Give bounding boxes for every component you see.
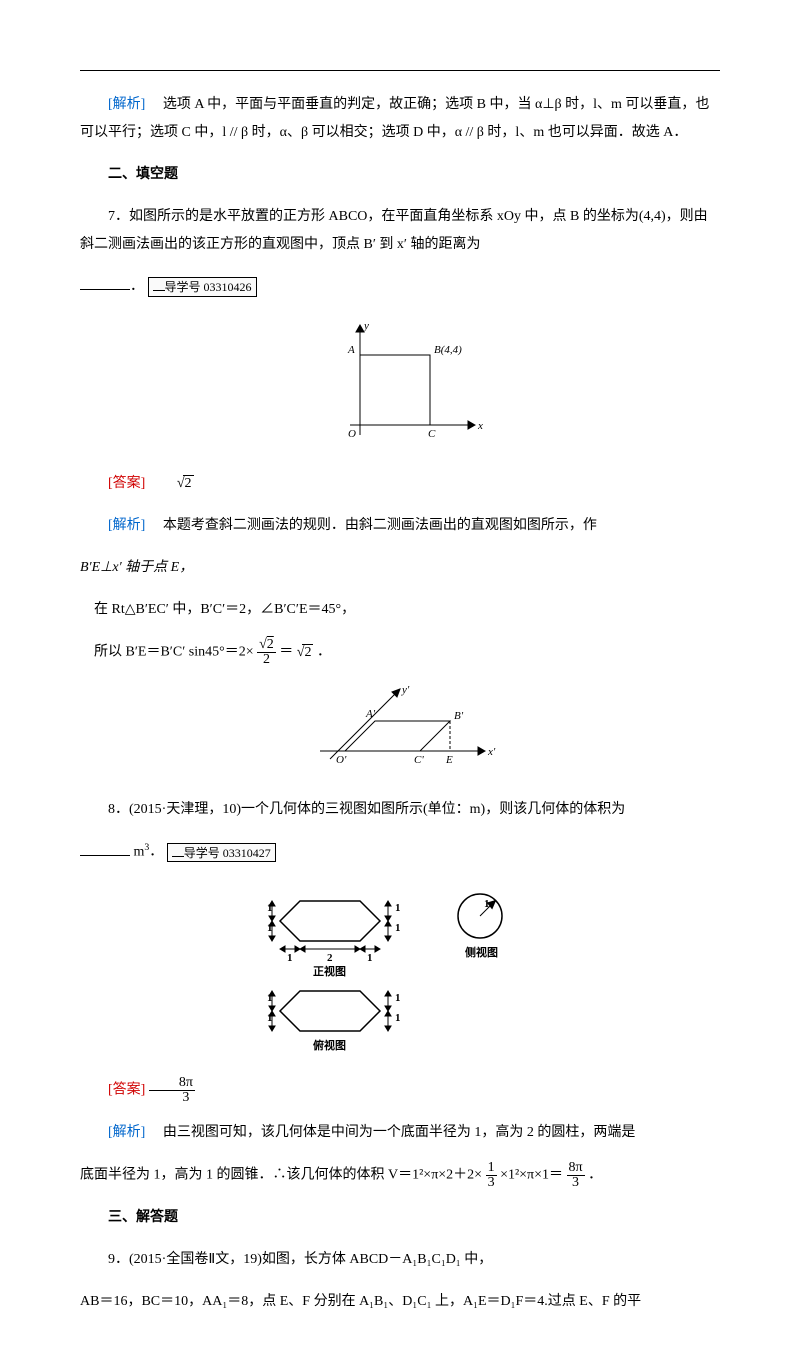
top-rule xyxy=(80,70,720,71)
label-analysis: [解析] xyxy=(108,1125,145,1140)
svg-text:1: 1 xyxy=(267,1012,273,1024)
q9-line2: AB＝16，BC＝10，AA₁＝8，点 E、F 分别在 A₁B₁、D₁C₁ 上，… xyxy=(80,1288,720,1316)
svg-text:1: 1 xyxy=(484,898,490,910)
q7-analysis-1: [解析] 本题考查斜二测画法的规则．由斜二测画法画出的直观图如图所示，作 xyxy=(80,512,720,540)
svg-text:B(4,4): B(4,4) xyxy=(434,344,462,356)
section-2-text: 二、填空题 xyxy=(108,167,178,182)
svg-text:A': A' xyxy=(365,708,376,720)
svg-text:B': B' xyxy=(454,710,464,722)
q8-analysis-2: 底面半径为 1，高为 1 的圆锥．∴该几何体的体积 V＝1²×π×2＋2× 13… xyxy=(80,1161,720,1190)
svg-text:C: C xyxy=(428,428,436,440)
q8-blank-line: m3． 导学号 03310427 xyxy=(80,838,720,867)
q7-answer: [答案] √2 xyxy=(80,470,720,498)
svg-text:2: 2 xyxy=(327,952,333,964)
svg-text:O': O' xyxy=(336,754,347,766)
q8-text: 8．(2015·天津理，10)一个几何体的三视图如图所示(单位：m)，则该几何体… xyxy=(108,802,625,817)
svg-text:1: 1 xyxy=(267,992,273,1004)
svg-text:正视图: 正视图 xyxy=(313,964,346,978)
svg-text:1: 1 xyxy=(395,922,401,934)
label-analysis: [解析] xyxy=(108,97,145,112)
svg-text:1: 1 xyxy=(395,992,401,1004)
svg-text:1: 1 xyxy=(267,902,273,914)
svg-text:1: 1 xyxy=(395,1012,401,1024)
svg-text:1: 1 xyxy=(395,902,401,914)
q9-line1: 9．(2015·全国卷Ⅱ文，19)如图，长方体 ABCD－A₁B₁C₁D₁ 中， xyxy=(80,1246,720,1274)
q8-analysis-1: [解析] 由三视图可知，该几何体是中间为一个底面半径为 1，高为 2 的圆柱，两… xyxy=(80,1119,720,1147)
q8-answer: [答案] 8π3 xyxy=(80,1076,720,1105)
q7-analysis-3: 在 Rt△B′EC′ 中，B′C′＝2，∠B′C′E＝45°， xyxy=(80,596,720,624)
q7-figure-1: A B(4,4) O C x y xyxy=(80,315,720,456)
q8-figure: 1 1 1 1 1 2 1 正视图 1 侧视图 xyxy=(80,881,720,1062)
q6-analysis: [解析] 选项 A 中，平面与平面垂直的判定，故正确；选项 B 中，当 α⊥β … xyxy=(80,91,720,147)
svg-text:y': y' xyxy=(401,684,410,696)
svg-text:A: A xyxy=(347,344,355,356)
svg-text:俯视图: 俯视图 xyxy=(313,1038,346,1051)
q6-analysis-text: 选项 A 中，平面与平面垂直的判定，故正确；选项 B 中，当 α⊥β 时，l、m… xyxy=(80,97,709,140)
xuehao-box[interactable]: 导学号 03310426 xyxy=(148,277,257,297)
svg-text:y: y xyxy=(363,320,369,332)
label-answer: [答案] xyxy=(108,476,145,491)
q7-analysis-2: B′E⊥x′ 轴于点 E， xyxy=(80,554,720,582)
svg-text:1: 1 xyxy=(267,922,273,934)
q8-blank xyxy=(80,841,130,856)
section-3-text: 三、解答题 xyxy=(108,1210,178,1225)
svg-text:x': x' xyxy=(487,746,496,758)
q7-blank xyxy=(80,275,130,290)
svg-text:O: O xyxy=(348,428,356,440)
q7-figure-2: A' B' O' C' E x' y' xyxy=(80,681,720,782)
q7-analysis-4: 所以 B′E＝B′C′ sin45°＝2× √22 ＝ √2 ． xyxy=(80,638,720,667)
label-answer: [答案] xyxy=(108,1082,145,1097)
svg-text:C': C' xyxy=(414,754,424,766)
svg-text:E: E xyxy=(445,754,453,766)
q7-blank-line: ． 导学号 03310426 xyxy=(80,273,720,301)
xuehao-box-2[interactable]: 导学号 03310427 xyxy=(167,843,276,863)
q8-stem: 8．(2015·天津理，10)一个几何体的三视图如图所示(单位：m)，则该几何体… xyxy=(80,796,720,824)
svg-text:1: 1 xyxy=(367,952,373,964)
svg-text:x: x xyxy=(477,420,483,432)
section-2-heading: 二、填空题 xyxy=(80,161,720,189)
label-analysis: [解析] xyxy=(108,518,145,533)
section-3-heading: 三、解答题 xyxy=(80,1204,720,1232)
svg-text:1: 1 xyxy=(287,952,293,964)
q7-stem: 7．如图所示的是水平放置的正方形 ABCO，在平面直角坐标系 xOy 中，点 B… xyxy=(80,203,720,259)
page-root: [解析] 选项 A 中，平面与平面垂直的判定，故正确；选项 B 中，当 α⊥β … xyxy=(0,0,800,1370)
q7-text: 7．如图所示的是水平放置的正方形 ABCO，在平面直角坐标系 xOy 中，点 B… xyxy=(80,209,708,252)
svg-text:侧视图: 侧视图 xyxy=(465,945,498,959)
